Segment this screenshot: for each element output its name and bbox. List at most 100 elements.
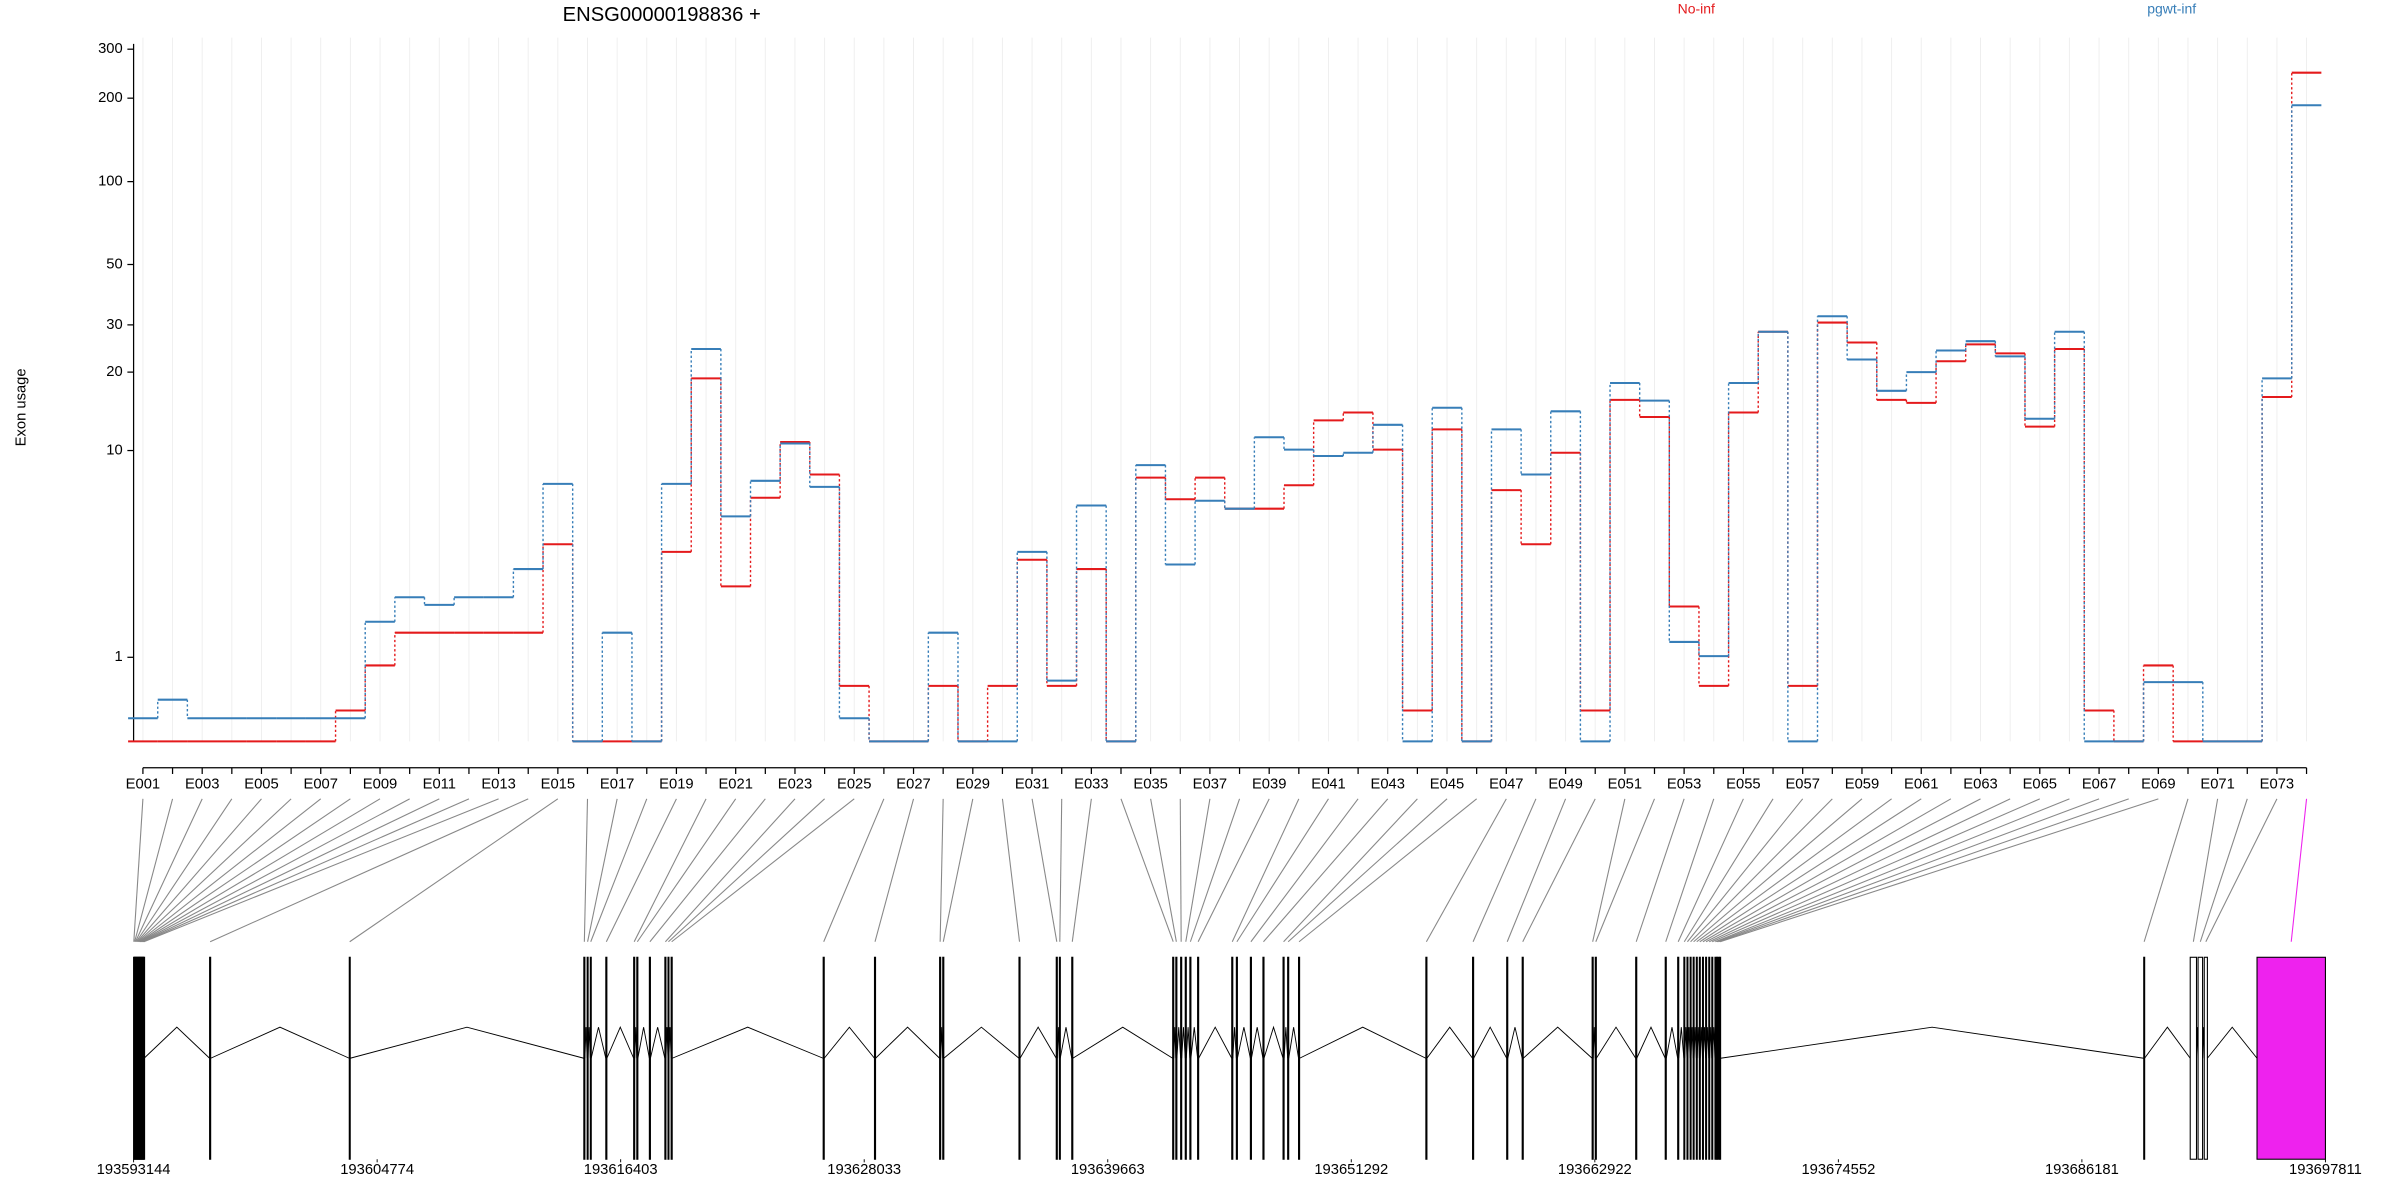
exon-connector [1677,798,1744,942]
intron [1473,1026,1508,1059]
genome-tick-label: 193616403 [584,1162,658,1178]
exon-connector [1683,798,1774,943]
exon-connector [649,798,766,943]
exon-connector [1189,798,1241,942]
exon [1594,956,1597,1160]
exon-connector [137,798,292,943]
exon [1071,956,1074,1160]
exon-connector [1718,798,2129,943]
x-tick-label: E019 [659,777,693,793]
exon-connector [1690,798,1833,943]
exon-connector [133,798,144,942]
intron [1059,1027,1073,1059]
exon-connector [605,798,677,942]
genome-tick-label: 193697811 [2289,1162,2362,1178]
exon-connector [1693,798,1863,943]
x-tick-label: E017 [600,777,634,793]
x-tick-label: E047 [1489,777,1523,793]
x-tick-label: E071 [2200,777,2234,793]
genome-tick-label: 193686181 [2045,1162,2119,1178]
intron [823,1026,875,1059]
exon-connector [1705,798,1981,943]
exon-connector [942,798,974,942]
exon [1298,956,1301,1160]
exon-connector [134,798,174,942]
exon [1695,956,1698,1160]
x-tick-label: E049 [1548,777,1582,793]
exon-connector [209,798,529,943]
intron [143,1026,210,1059]
exon-connector [633,798,707,942]
exon-connector [939,798,944,942]
exon-connector [1236,798,1329,943]
intron [2207,1026,2258,1059]
intron [1176,1027,1182,1059]
x-tick-label: E065 [2023,777,2057,793]
exon-connector [1699,798,1922,943]
exon-connector [349,798,559,943]
exon-connector [1179,798,1182,942]
exon-connector [134,798,203,942]
x-tick-label: E023 [778,777,812,793]
intron [1263,1025,1284,1059]
intron [1636,1026,1666,1059]
exon-connector [1506,798,1567,942]
intron [637,1027,650,1059]
y-tick-label: 30 [106,317,122,333]
exon-connector [583,798,589,942]
intron [1595,1026,1637,1059]
exon [1701,956,1704,1160]
x-tick-label: E061 [1904,777,1938,793]
exon [2189,956,2198,1160]
exon-connector [1716,798,2100,943]
exon [1506,956,1509,1160]
exon [873,956,877,1160]
exon-connector [1197,798,1270,942]
exon [2256,956,2326,1160]
exon [1282,956,1285,1160]
x-tick-label: E029 [956,777,990,793]
genome-tick-label: 193628033 [827,1162,901,1178]
exon-connector [1472,798,1537,942]
exon-connector [139,798,351,943]
exon-connector [664,798,796,943]
x-tick-label: E045 [1430,777,1464,793]
exon-connector [1287,798,1448,943]
exon-connector [1687,798,1804,943]
exon [1635,956,1638,1160]
intron [1198,1026,1233,1059]
x-tick-label: E073 [2260,777,2294,793]
y-tick-label: 20 [106,364,122,380]
exon-connector [1425,798,1507,943]
exon [1287,956,1290,1160]
x-tick-label: E055 [1726,777,1760,793]
x-tick-label: E031 [1015,777,1049,793]
exon [1692,956,1695,1160]
exon-connector [1031,798,1058,942]
exon-connector [1696,798,1892,943]
x-tick-label: E011 [423,777,456,793]
exon [1683,956,1686,1160]
exon [1018,956,1021,1160]
exon-connector [1150,798,1177,942]
exon [636,956,639,1160]
exon-connector [141,798,440,943]
x-tick-label: E009 [363,777,397,793]
exon [1058,956,1061,1160]
intron [1283,1027,1289,1059]
exon-connector [590,798,648,942]
exon [1197,956,1200,1160]
exon [1231,956,1234,1160]
exon-connector [1711,798,2041,943]
intron [1665,1027,1679,1059]
x-tick-label: E057 [1785,777,1819,793]
exon [1189,956,1192,1160]
exon-connector [823,798,885,942]
intron [1250,1027,1264,1059]
genome-tick-label: 193662922 [1558,1162,1632,1178]
exon [1698,956,1701,1160]
x-tick-label: E027 [896,777,930,793]
exon [822,956,825,1160]
exon [583,956,586,1160]
exon [667,956,670,1160]
